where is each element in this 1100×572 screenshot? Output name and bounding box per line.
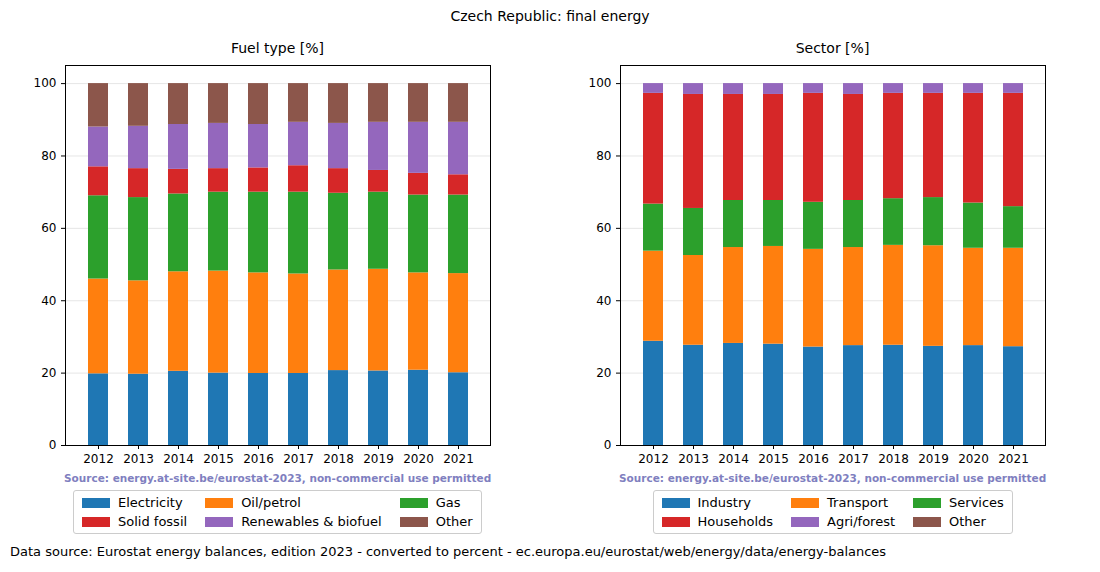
svg-text:2021: 2021	[998, 452, 1029, 466]
html-text:Oil/petrol: Oil/petrol	[241, 495, 301, 510]
html-text:Other: Other	[435, 514, 473, 529]
svg-text:2017: 2017	[838, 452, 869, 466]
html-text:Solid fossil: Solid fossil	[118, 514, 188, 529]
svg-text:20: 20	[41, 366, 56, 380]
html-text:Transport: Transport	[827, 495, 889, 510]
html-text:Other: Other	[949, 514, 986, 529]
svg-text:2013: 2013	[123, 452, 154, 466]
svg-text:20: 20	[596, 366, 611, 380]
svg-text:2019: 2019	[918, 452, 949, 466]
svg-text:2019: 2019	[363, 452, 394, 466]
svg-text:0: 0	[49, 438, 57, 452]
svg-text:40: 40	[41, 294, 56, 308]
svg-text:2018: 2018	[878, 452, 909, 466]
svg-text:80: 80	[596, 149, 611, 163]
svg-text:2020: 2020	[958, 452, 989, 466]
svg-text:2012: 2012	[638, 452, 669, 466]
html-text:Czech Republic: final energy: Czech Republic: final energy	[450, 8, 650, 24]
html-text:Industry: Industry	[697, 495, 751, 510]
html-text:Agri/forest: Agri/forest	[827, 514, 895, 529]
html-text:Services: Services	[949, 495, 1004, 510]
html-text:Fuel type [%]: Fuel type [%]	[231, 40, 324, 56]
html-text:Data source: Eurostat energy b: Data source: Eurostat energy balances, e…	[10, 544, 887, 559]
svg-text:2020: 2020	[403, 452, 434, 466]
svg-text:2014: 2014	[163, 452, 194, 466]
svg-text:0: 0	[604, 438, 612, 452]
svg-text:100: 100	[589, 76, 612, 90]
svg-text:2014: 2014	[718, 452, 749, 466]
html-text:Source: energy.at-site.be/euro: Source: energy.at-site.be/eurostat-2023,…	[64, 472, 492, 484]
svg-text:2016: 2016	[243, 452, 274, 466]
svg-text:2017: 2017	[283, 452, 314, 466]
svg-text:2018: 2018	[323, 452, 354, 466]
svg-text:2015: 2015	[758, 452, 789, 466]
svg-text:2015: 2015	[203, 452, 234, 466]
svg-text:60: 60	[596, 221, 611, 235]
svg-text:2016: 2016	[798, 452, 829, 466]
svg-text:60: 60	[41, 221, 56, 235]
html-text:Sector [%]: Sector [%]	[795, 40, 870, 56]
svg-text:40: 40	[596, 294, 611, 308]
svg-text:2013: 2013	[678, 452, 709, 466]
html-text:Source: energy.at-site.be/euro: Source: energy.at-site.be/eurostat-2023,…	[619, 472, 1047, 484]
svg-text:2012: 2012	[83, 452, 114, 466]
html-text:Gas: Gas	[435, 495, 461, 510]
html-text:Renewables & biofuel: Renewables & biofuel	[241, 514, 382, 529]
svg-text:100: 100	[34, 76, 57, 90]
html-text:Households: Households	[697, 514, 774, 529]
html-text:Electricity: Electricity	[118, 495, 183, 510]
svg-text:80: 80	[41, 149, 56, 163]
svg-text:2021: 2021	[443, 452, 474, 466]
